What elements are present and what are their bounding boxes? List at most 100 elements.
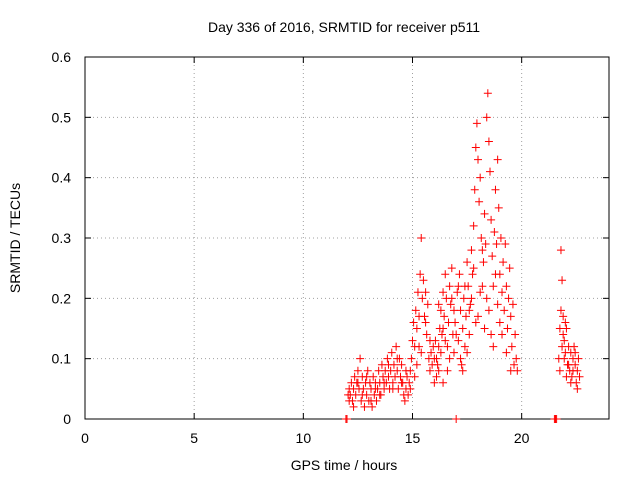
data-point-plus-marker (441, 270, 450, 279)
data-point-plus-marker (436, 306, 445, 315)
data-point-plus-marker (503, 324, 512, 333)
data-point-plus-marker (495, 318, 504, 327)
data-point-plus-marker (401, 366, 410, 375)
data-point-plus-marker (445, 354, 454, 363)
data-point-plus-marker (445, 282, 454, 291)
data-point-plus-marker (353, 378, 362, 387)
data-point-plus-marker (405, 378, 414, 387)
data-point-plus-marker (440, 312, 449, 321)
data-point-plus-marker (423, 300, 432, 309)
data-point-plus-marker (477, 234, 486, 242)
data-point-plus-marker (353, 366, 362, 375)
data-point-plus-marker (501, 240, 510, 249)
data-point-plus-marker (571, 348, 580, 357)
data-point-plus-marker (409, 318, 418, 327)
data-point-plus-marker (419, 276, 428, 285)
data-point-plus-marker (411, 306, 420, 315)
data-point-plus-marker (465, 330, 474, 339)
data-point-plus-marker (482, 294, 491, 303)
data-point-plus-marker (427, 348, 436, 357)
data-point-plus-marker (507, 342, 516, 351)
data-point-plus-marker (454, 336, 463, 345)
x-tick-label: 0 (81, 430, 89, 446)
data-point-plus-marker (493, 300, 502, 309)
data-point-plus-marker (499, 258, 508, 267)
data-point-plus-marker (375, 390, 384, 399)
data-point-plus-marker (484, 306, 493, 315)
data-point-plus-marker (511, 330, 520, 339)
data-point-plus-marker (506, 312, 515, 321)
data-point-plus-marker (451, 318, 460, 327)
x-axis-label: GPS time / hours (291, 457, 398, 473)
data-point-plus-marker (434, 366, 443, 375)
y-axis-label: SRMTID / TECUs (7, 183, 23, 293)
chart-title: Day 336 of 2016, SRMTID for receiver p51… (208, 19, 480, 35)
data-point-plus-marker (393, 354, 402, 363)
data-point-plus-marker (359, 384, 368, 393)
data-point-plus-marker (392, 342, 401, 351)
data-point-plus-marker (388, 384, 397, 393)
data-point-plus-marker (443, 342, 452, 351)
data-point-plus-marker (439, 288, 448, 297)
data-point-plus-marker (443, 366, 452, 375)
y-tick-label: 0.3 (52, 230, 72, 246)
data-point-plus-marker (575, 372, 584, 381)
data-point-plus-marker (481, 240, 490, 249)
data-point-plus-marker (558, 342, 567, 351)
data-point-plus-marker (468, 270, 477, 279)
data-point-plus-marker (441, 336, 450, 345)
data-point-plus-marker (566, 378, 575, 387)
data-point-plus-marker (457, 360, 466, 369)
data-point-plus-marker (407, 354, 416, 363)
data-point-plus-marker (564, 360, 573, 369)
data-point-plus-marker (490, 227, 499, 236)
x-tick-label: 10 (296, 430, 312, 446)
data-point-plus-marker (453, 288, 462, 297)
data-point-plus-marker (432, 354, 441, 363)
data-point-plus-marker (491, 270, 500, 279)
data-point-plus-marker (356, 354, 365, 363)
data-point-plus-marker (484, 137, 493, 146)
data-point-plus-marker (397, 360, 406, 369)
y-tick-label: 0 (63, 411, 71, 427)
data-point-plus-marker (447, 264, 456, 273)
data-point-plus-marker (463, 258, 472, 267)
data-point-plus-marker (406, 384, 415, 393)
data-point-plus-marker (360, 402, 369, 411)
data-point-plus-marker (562, 372, 571, 381)
data-point-plus-marker (387, 348, 396, 357)
data-point-plus-marker (555, 366, 564, 375)
data-point-plus-marker (413, 288, 422, 297)
data-point-plus-marker (357, 396, 366, 405)
data-point-plus-marker (469, 264, 478, 273)
data-point-plus-marker (393, 366, 402, 375)
data-point-plus-marker (449, 348, 458, 357)
data-point-plus-marker (560, 354, 569, 363)
data-point-plus-marker (455, 270, 464, 279)
data-point-plus-marker (417, 348, 426, 357)
data-point-plus-marker (488, 252, 497, 261)
data-point-plus-marker (471, 318, 480, 327)
data-point-plus-marker (460, 342, 469, 351)
data-point-plus-marker (384, 360, 393, 369)
data-point-plus-marker (480, 324, 489, 333)
y-axis-ticks: 0 0.1 0.2 0.3 0.4 0.5 0.6 (52, 49, 609, 427)
data-point-plus-marker (439, 378, 448, 387)
data-point-plus-marker (456, 354, 465, 363)
data-point-plus-marker (482, 113, 491, 122)
data-point-plus-marker (343, 415, 351, 423)
data-point-plus-marker (474, 312, 482, 321)
data-point-plus-marker (358, 390, 367, 399)
data-points (341, 89, 584, 423)
data-point-plus-marker (400, 396, 409, 405)
data-point-plus-marker (345, 396, 354, 405)
data-point-plus-marker (467, 294, 476, 303)
data-point-plus-marker (410, 372, 419, 381)
data-point-plus-marker (498, 288, 507, 297)
data-point-plus-marker (439, 324, 448, 333)
data-point-plus-marker (570, 342, 579, 351)
data-point-plus-marker (489, 342, 498, 351)
data-point-plus-marker (432, 372, 441, 381)
data-point-plus-marker (478, 246, 487, 255)
